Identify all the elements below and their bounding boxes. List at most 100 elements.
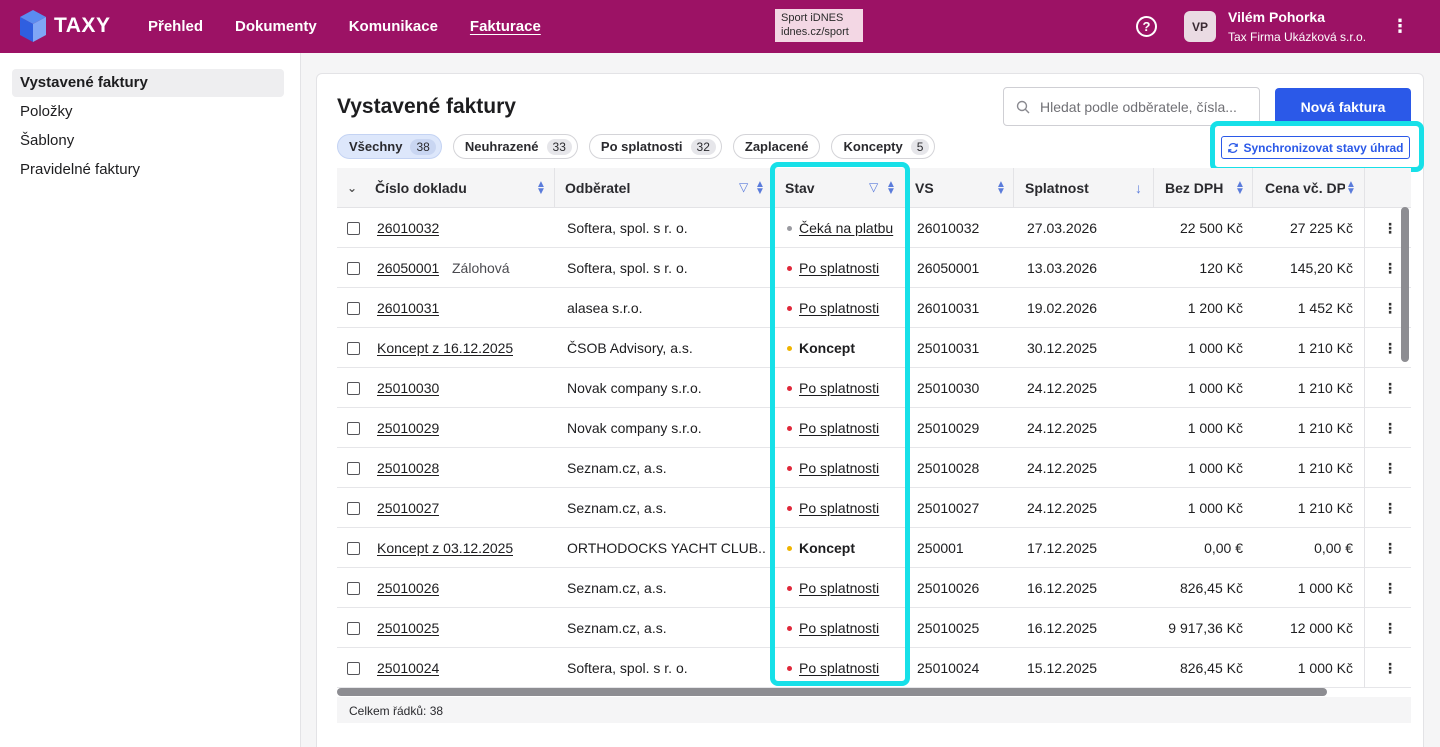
chevron-down-icon[interactable]: ⌄: [347, 181, 358, 195]
sort-icon[interactable]: ▲ ▼: [536, 179, 546, 197]
row-checkbox[interactable]: [347, 662, 360, 675]
table-row[interactable]: 25010024 Softera, spol. s r. o. Po splatno…: [337, 648, 1411, 688]
row-kebab-icon[interactable]: ⋮: [1383, 300, 1397, 316]
row-kebab-icon[interactable]: ⋮: [1383, 580, 1397, 596]
invoice-number-link[interactable]: 26050001: [377, 260, 440, 276]
status-link[interactable]: Po splatnosti: [799, 380, 880, 396]
row-kebab-icon[interactable]: ⋮: [1383, 660, 1397, 676]
kebab-icon[interactable]: ⋮: [1391, 16, 1409, 36]
row-checkbox[interactable]: [347, 462, 360, 475]
sidebar-item-sablony[interactable]: Šablony: [20, 132, 75, 149]
status-link[interactable]: Po splatnosti: [799, 260, 880, 276]
invoice-number-link[interactable]: 26010031: [377, 300, 440, 316]
table-row[interactable]: 25010026 Seznam.cz, a.s. Po splatnosti 2501…: [337, 568, 1411, 608]
table-row[interactable]: 26010031 alasea s.r.o. Po splatnosti 260100…: [337, 288, 1411, 328]
invoice-number-link[interactable]: 25010028: [377, 460, 440, 476]
column-header-vs[interactable]: VS: [915, 180, 934, 196]
sort-icon[interactable]: ▲ ▼: [1346, 179, 1356, 197]
row-checkbox[interactable]: [347, 422, 360, 435]
row-checkbox[interactable]: [347, 382, 360, 395]
table-row[interactable]: 26010032 Softera, spol. s r. o. Čeká na pl…: [337, 208, 1411, 248]
status-link[interactable]: Po splatnosti: [799, 300, 880, 316]
sync-payments-button[interactable]: Synchronizovat stavy úhrad: [1221, 136, 1410, 159]
filter-chip-po-splatnosti[interactable]: Po splatnosti 32: [588, 134, 722, 159]
nav-item-komunikace[interactable]: Komunikace: [348, 18, 438, 35]
status-link[interactable]: Po splatnosti: [799, 580, 880, 596]
status-link[interactable]: Po splatnosti: [799, 460, 880, 476]
sidebar-item-vystavene-faktury[interactable]: Vystavené faktury: [12, 69, 284, 97]
sort-icon[interactable]: ▲ ▼: [996, 179, 1006, 197]
invoice-number-link[interactable]: 25010030: [377, 380, 440, 396]
invoice-number-link[interactable]: 25010027: [377, 500, 440, 516]
invoice-number-link[interactable]: 25010025: [377, 620, 440, 636]
row-checkbox[interactable]: [347, 262, 360, 275]
sort-desc-icon[interactable]: ↓: [1135, 180, 1142, 196]
filter-chip-zaplacene[interactable]: Zaplacené: [732, 134, 821, 159]
row-kebab-icon[interactable]: ⋮: [1383, 460, 1397, 476]
sidebar-item-polozky[interactable]: Položky: [20, 103, 73, 120]
avatar[interactable]: VP: [1184, 11, 1216, 42]
table-row[interactable]: 25010030 Novak company s.r.o. Po splatnost…: [337, 368, 1411, 408]
status-link[interactable]: Po splatnosti: [799, 420, 880, 436]
invoice-number-link[interactable]: Koncept z 03.12.2025: [377, 540, 514, 556]
sort-icon[interactable]: ▲ ▼: [1235, 179, 1245, 197]
new-invoice-button[interactable]: Nová faktura: [1275, 88, 1411, 126]
filter-chip-vsechny[interactable]: Všechny 38: [337, 134, 442, 159]
nav-item-prehled[interactable]: Přehled: [148, 18, 204, 35]
table-row[interactable]: Koncept z 03.12.2025 ORTHODOCKS YACHT CLU…: [337, 528, 1411, 568]
filter-icon[interactable]: ▽: [869, 180, 879, 194]
vertical-scrollbar[interactable]: [1401, 207, 1409, 362]
table-row[interactable]: 25010029 Novak company s.r.o. Po splatnost…: [337, 408, 1411, 448]
invoice-number-link[interactable]: 25010026: [377, 580, 440, 596]
ad-badge[interactable]: Sport iDNES idnes.cz/sport: [775, 9, 863, 42]
logo[interactable]: TAXY: [20, 10, 110, 42]
row-kebab-icon[interactable]: ⋮: [1383, 340, 1397, 356]
help-icon[interactable]: ?: [1136, 16, 1157, 37]
table-row[interactable]: 25010028 Seznam.cz, a.s. Po splatnosti 2501…: [337, 448, 1411, 488]
column-header-odberatel[interactable]: Odběratel: [565, 180, 631, 196]
table-row[interactable]: 25010027 Seznam.cz, a.s. Po splatnosti 2501…: [337, 488, 1411, 528]
table-row[interactable]: 26050001 Zálohová Softera, spol. s r. o. Po…: [337, 248, 1411, 288]
table-row[interactable]: 25010025 Seznam.cz, a.s. Po splatnosti 2501…: [337, 608, 1411, 648]
column-header-stav[interactable]: Stav: [785, 180, 815, 196]
status-link[interactable]: Čeká na platbu: [799, 220, 894, 236]
nav-item-dokumenty[interactable]: Dokumenty: [235, 18, 317, 35]
column-header-splatnost[interactable]: Splatnost: [1025, 180, 1089, 196]
row-checkbox[interactable]: [347, 502, 360, 515]
column-header-bez-dph[interactable]: Bez DPH: [1165, 180, 1224, 196]
status-link[interactable]: Po splatnosti: [799, 620, 880, 636]
filter-icon[interactable]: ▽: [739, 180, 749, 194]
sidebar-item-pravidelne-faktury[interactable]: Pravidelné faktury: [20, 161, 141, 178]
search-box[interactable]: [1003, 87, 1260, 126]
status-link[interactable]: Po splatnosti: [799, 660, 880, 676]
filter-chip-koncepty[interactable]: Koncepty 5: [831, 134, 936, 159]
table-row[interactable]: Koncept z 16.12.2025 ČSOB Advisory, a.s. K…: [337, 328, 1411, 368]
sort-icon[interactable]: ▲ ▼: [755, 179, 765, 197]
column-header-cislo[interactable]: Číslo dokladu: [375, 180, 467, 196]
invoice-number-link[interactable]: 26010032: [377, 220, 440, 236]
row-kebab-icon[interactable]: ⋮: [1383, 500, 1397, 516]
row-kebab-icon[interactable]: ⋮: [1383, 380, 1397, 396]
row-checkbox[interactable]: [347, 582, 360, 595]
sort-icon[interactable]: ▲ ▼: [886, 179, 896, 197]
filter-chip-neuhrazene[interactable]: Neuhrazené 33: [452, 134, 578, 159]
row-kebab-icon[interactable]: ⋮: [1383, 540, 1397, 556]
invoice-number-link[interactable]: 25010024: [377, 660, 440, 676]
nav-item-fakturace[interactable]: Fakturace: [469, 18, 541, 35]
search-input[interactable]: [1040, 98, 1250, 115]
invoice-number-link[interactable]: 25010029: [377, 420, 440, 436]
row-checkbox[interactable]: [347, 302, 360, 315]
row-checkbox[interactable]: [347, 622, 360, 635]
row-kebab-icon[interactable]: ⋮: [1383, 260, 1397, 276]
row-kebab-icon[interactable]: ⋮: [1383, 620, 1397, 636]
row-checkbox[interactable]: [347, 222, 360, 235]
row-kebab-icon[interactable]: ⋮: [1383, 420, 1397, 436]
status-link[interactable]: Po splatnosti: [799, 500, 880, 516]
row-checkbox[interactable]: [347, 542, 360, 555]
horizontal-scrollbar[interactable]: [337, 688, 1327, 696]
invoice-number-link[interactable]: Koncept z 16.12.2025: [377, 340, 514, 356]
column-header-cena[interactable]: Cena vč. DPH: [1265, 180, 1345, 196]
row-checkbox[interactable]: [347, 342, 360, 355]
row-kebab-icon[interactable]: ⋮: [1383, 220, 1397, 236]
user-name[interactable]: Vilém Pohorka: [1228, 9, 1326, 25]
